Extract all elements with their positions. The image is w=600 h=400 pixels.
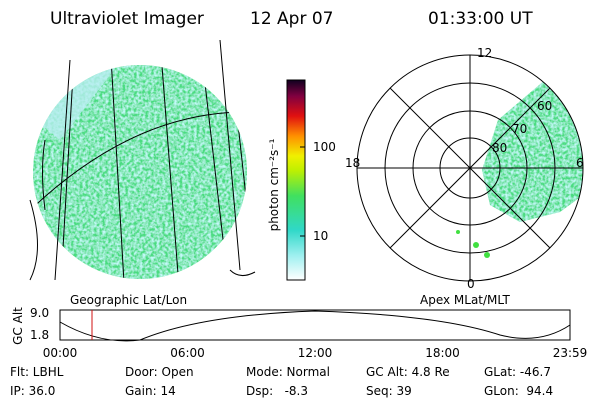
info-field: Mode: Normal <box>246 365 330 379</box>
time-label: 12:00 <box>298 346 333 360</box>
ring-label: 60 <box>537 99 552 113</box>
ring-label: 80 <box>492 141 507 155</box>
colorbar-tick-label: 10 <box>313 229 328 243</box>
info-field: Door: Open <box>125 365 194 379</box>
altitude-label: GC Alt <box>11 307 25 345</box>
time-label: 00:00 <box>43 346 78 360</box>
colorbar-tick-label: 100 <box>313 140 336 154</box>
polar-label: 18 <box>345 156 360 170</box>
polar-label: 0 <box>467 277 475 291</box>
polar-label: 6 <box>576 156 584 170</box>
instrument: Ultraviolet Imager <box>50 9 204 29</box>
info-field: GLat: -46.7 <box>484 365 551 379</box>
info-field: GLon: 94.4 <box>484 384 553 398</box>
altitude-tick: 9.0 <box>30 306 49 320</box>
ring-label: 70 <box>512 122 527 136</box>
time: 01:33:00 UT <box>428 9 533 29</box>
altitude-frame <box>59 309 571 341</box>
time-label: 18:00 <box>425 346 460 360</box>
globe-image <box>29 39 256 281</box>
info-field: Dsp: -8.3 <box>246 384 308 398</box>
date: 12 Apr 07 <box>250 9 333 29</box>
info-field: IP: 36.0 <box>10 384 55 398</box>
caption: Apex MLat/MLT <box>420 293 510 307</box>
polar-plot <box>356 54 584 282</box>
colorbar <box>286 79 306 281</box>
info-field: Gain: 14 <box>125 384 176 398</box>
caption: Geographic Lat/Lon <box>70 293 187 307</box>
altitude-tick: 1.8 <box>30 328 49 342</box>
info-field: Flt: LBHL <box>10 365 64 379</box>
time-label: 06:00 <box>170 346 205 360</box>
info-field: Seq: 39 <box>366 384 412 398</box>
altitude-curve <box>59 310 571 342</box>
colorbar-label: photon cm⁻²s⁻¹ <box>267 138 281 231</box>
info-field: GC Alt: 4.8 Re <box>366 365 450 379</box>
time-label: 23:59 <box>553 346 588 360</box>
polar-label: 12 <box>477 46 492 60</box>
